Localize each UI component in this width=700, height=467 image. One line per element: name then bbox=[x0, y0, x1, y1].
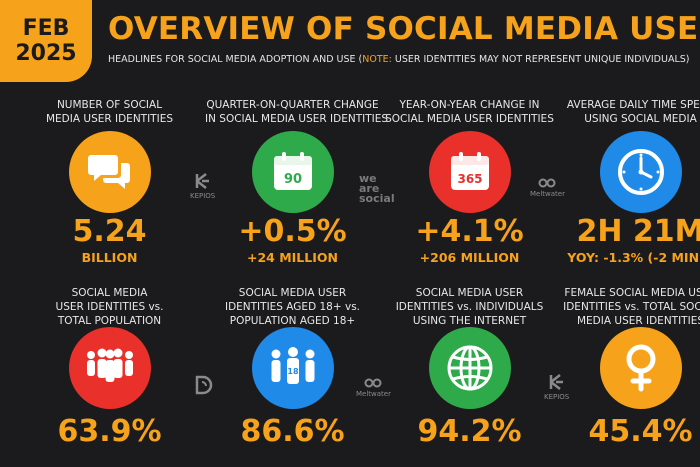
stat-subvalue: BILLION bbox=[81, 250, 138, 265]
stat-value: 94.2% bbox=[417, 414, 522, 449]
kepios-mark-icon bbox=[195, 173, 209, 189]
page-title: OVERVIEW OF SOCIAL MEDIA USE bbox=[108, 11, 699, 47]
meltwater-logo: Meltwater bbox=[530, 178, 565, 198]
stat-value: 5.24 bbox=[72, 214, 147, 249]
crowd-icon bbox=[68, 327, 151, 409]
stat-value: 45.4% bbox=[588, 414, 693, 449]
female-icon bbox=[599, 327, 682, 409]
svg-text:90: 90 bbox=[283, 172, 301, 187]
svg-text:18: 18 bbox=[287, 367, 299, 376]
date-year: 2025 bbox=[15, 41, 77, 66]
stat-label: AVERAGE DAILY TIME SPENT USING SOCIAL MED… bbox=[566, 99, 700, 125]
stat-subvalue: YOY: -1.3% (-2 MINS) bbox=[567, 250, 700, 265]
stat-label: QUARTER-ON-QUARTER CHANGE IN SOCIAL MEDIA… bbox=[205, 99, 389, 125]
kepios-mark-icon bbox=[549, 374, 563, 390]
stat-value: +0.5% bbox=[238, 214, 347, 249]
page-subtitle: HEADLINES FOR SOCIAL MEDIA ADOPTION AND … bbox=[108, 54, 690, 65]
meltwater-mark-icon bbox=[538, 178, 556, 188]
meltwater-logo-2: Meltwater bbox=[356, 378, 391, 398]
stat-value: 86.6% bbox=[240, 414, 345, 449]
subtitle-note: NOTE: bbox=[362, 54, 392, 65]
wearesocial-logo: we are social bbox=[359, 172, 395, 205]
stat-subvalue: +206 MILLION bbox=[419, 250, 520, 265]
meltwater-mark-icon bbox=[364, 378, 382, 388]
stat-label: SOCIAL MEDIA USER IDENTITIES vs. TOTAL POP… bbox=[55, 287, 164, 327]
kepios-logo-2: KEPIOS bbox=[544, 373, 569, 401]
date-month: FEB bbox=[22, 16, 70, 41]
stat-label: SOCIAL MEDIA USER IDENTITIES vs. INDIVIDU… bbox=[395, 287, 544, 327]
stat-value: +4.1% bbox=[415, 214, 524, 249]
calendar-365-icon: 365 bbox=[428, 131, 511, 213]
stat-label: NUMBER OF SOCIAL MEDIA USER IDENTITIES bbox=[45, 99, 173, 125]
svg-text:365: 365 bbox=[457, 172, 482, 186]
stat-value: 2H 21M bbox=[576, 214, 700, 249]
stat-label: YEAR-ON-YEAR CHANGE IN SOCIAL MEDIA USER … bbox=[385, 99, 554, 125]
speech-bubbles-icon bbox=[68, 131, 151, 213]
adults-18-icon: 18 bbox=[251, 327, 334, 409]
stat-subvalue: +24 MILLION bbox=[247, 250, 338, 265]
clock-icon bbox=[599, 131, 682, 213]
stat-label: SOCIAL MEDIA USER IDENTITIES AGED 18+ vs.… bbox=[224, 287, 361, 327]
globe-icon bbox=[428, 327, 511, 409]
stat-value: 63.9% bbox=[57, 414, 162, 449]
kepios-logo: KEPIOS bbox=[190, 172, 215, 200]
calendar-90-icon: 90 bbox=[251, 131, 334, 213]
datareportal-icon bbox=[193, 373, 215, 397]
date-badge: FEB 2025 bbox=[0, 0, 92, 82]
